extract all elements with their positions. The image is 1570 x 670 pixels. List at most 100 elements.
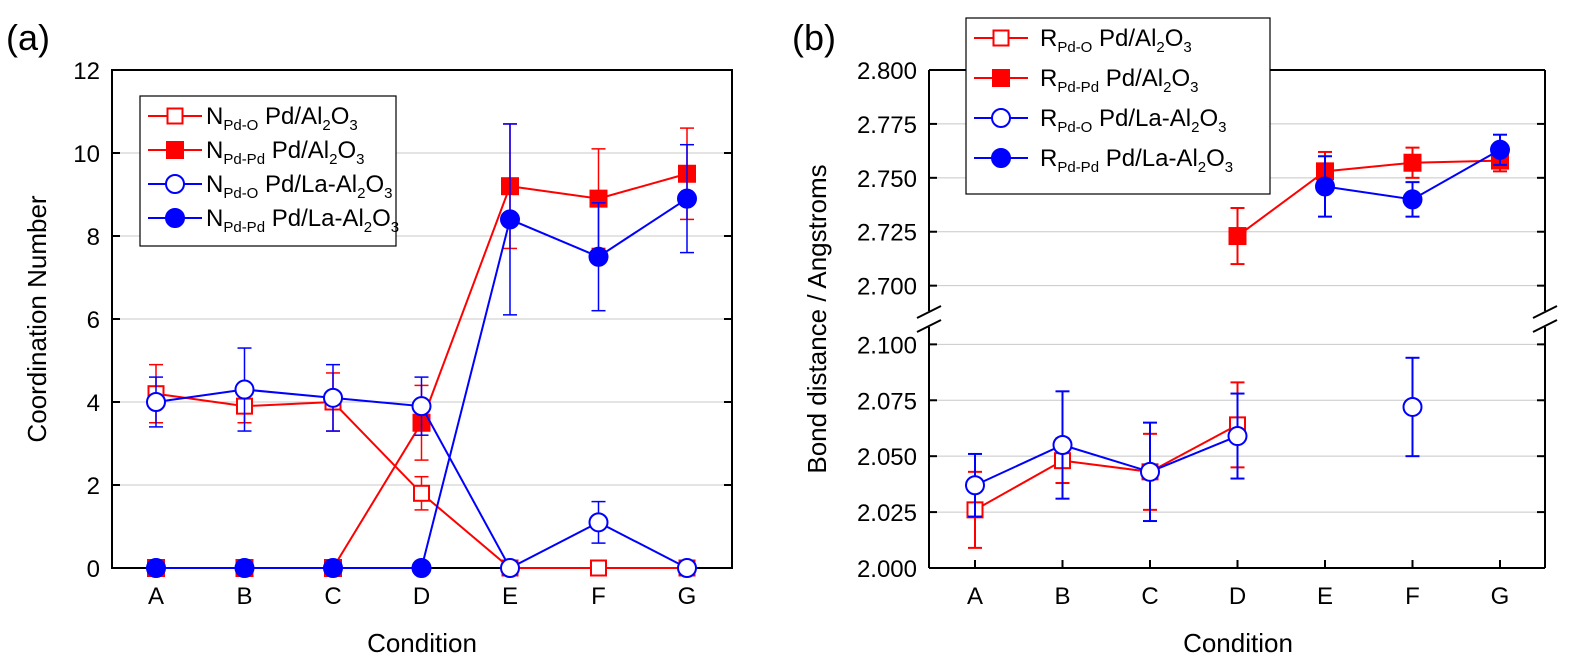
y-tick-label: 2.025 <box>857 500 917 527</box>
x-tick-label: D <box>413 583 430 610</box>
y-tick-label: 2.775 <box>857 112 917 139</box>
legend-sub: Pd-Pd <box>1057 79 1099 96</box>
y-tick-label: 2.050 <box>857 444 917 471</box>
series-line <box>974 435 1238 487</box>
legend-name: N <box>206 137 223 164</box>
legend-material: Pd/Al <box>1106 65 1163 92</box>
data-point <box>323 387 343 408</box>
legend-entry-2: NPd-Pd Pd/Al2O3 <box>206 137 364 168</box>
legend-entry-3: NPd-O Pd/La-Al2O3 <box>206 171 392 202</box>
data-point <box>411 558 432 578</box>
legend-material: Pd/Al <box>272 137 329 164</box>
legend-space <box>1092 105 1099 132</box>
legend-material: Pd/Al <box>265 103 322 130</box>
legend-entry-2: RPd-Pd Pd/Al2O3 <box>1040 65 1198 96</box>
legend-entry-1: RPd-O Pd/Al2O3 <box>1040 25 1192 56</box>
legend-mat_tail: O <box>1165 25 1184 52</box>
y-tick-label: 6 <box>87 307 100 334</box>
legend-mat_sub2: 3 <box>1183 39 1191 56</box>
panel-label: (b) <box>792 17 836 58</box>
legend-mat_sub: 2 <box>322 117 330 134</box>
axis-break-mark <box>1532 319 1558 333</box>
axis-break-mark <box>1532 305 1558 319</box>
data-point <box>965 475 985 496</box>
y-tick-label: 2.000 <box>857 556 917 583</box>
y-axis-title: Bond distance / Angstroms <box>802 164 832 473</box>
legend-mat_sub2: 3 <box>349 117 357 134</box>
y-tick-label: 8 <box>87 224 100 251</box>
x-tick-label: C <box>324 583 341 610</box>
legend-mat_sub: 2 <box>1191 119 1199 136</box>
data-point <box>1402 396 1423 417</box>
y-axis-title: Coordination Number <box>22 195 52 442</box>
x-tick-label: A <box>148 583 164 610</box>
legend-mat_sub: 2 <box>364 219 372 236</box>
legend-mat_tail: O <box>331 103 350 130</box>
legend-box <box>965 17 1271 195</box>
legend-marker <box>165 208 185 228</box>
series-2 <box>1228 146 1509 266</box>
axis-break-mark <box>916 319 942 333</box>
axis-break-gap <box>1531 313 1559 325</box>
legend-mat_sub2: 3 <box>1218 119 1226 136</box>
data-point <box>677 558 697 578</box>
data-point <box>1402 189 1423 210</box>
y-tick-label: 2 <box>87 473 100 500</box>
legend-marker <box>166 141 184 159</box>
x-tick-label: G <box>678 583 697 610</box>
legend-name: R <box>1040 145 1057 172</box>
data-point <box>588 512 609 533</box>
legend-mat_sub2: 3 <box>1190 79 1198 96</box>
x-tick-label: E <box>1317 583 1333 610</box>
x-tick-label: D <box>1229 583 1246 610</box>
data-point <box>590 559 607 577</box>
legend-space <box>1099 145 1106 172</box>
x-tick-label: E <box>502 583 518 610</box>
panel-b-bond-distance: 2.700 2.725 2.750 2.775 2.800 2.000 2.025 2.050… <box>792 17 1559 658</box>
data-point <box>588 246 609 267</box>
legend-entry-4: NPd-Pd Pd/La-Al2O3 <box>206 205 399 236</box>
data-point <box>500 558 520 578</box>
data-point <box>1315 176 1335 197</box>
legend-sub: Pd-O <box>223 117 258 134</box>
legend-space <box>1092 25 1099 52</box>
x-tick-label: F <box>1405 583 1420 610</box>
legend-marker <box>991 108 1011 128</box>
legend-mat_sub: 2 <box>329 151 337 168</box>
y-tick-label: 2.700 <box>857 274 917 301</box>
data-point <box>323 558 343 578</box>
data-point <box>1403 153 1422 172</box>
data-point <box>234 558 255 578</box>
data-point <box>411 396 432 417</box>
panel-label: (a) <box>6 17 50 58</box>
legend-sub: Pd-Pd <box>223 151 265 168</box>
legend-space <box>258 171 265 198</box>
axis-break-gap <box>915 313 943 325</box>
data-point <box>1490 139 1510 160</box>
legend-mat_sub2: 3 <box>356 151 364 168</box>
data-point <box>500 209 520 230</box>
legend-material: Pd/La-Al <box>265 171 357 198</box>
legend-marker <box>991 148 1011 168</box>
data-point <box>1140 461 1160 482</box>
legend-space <box>265 137 272 164</box>
legend-material: Pd/La-Al <box>272 205 364 232</box>
legend-mat_sub: 2 <box>1163 79 1171 96</box>
legend-mat_tail: O <box>1199 105 1218 132</box>
y-tick-label: 4 <box>87 390 100 417</box>
series-4 <box>146 123 697 578</box>
series-4 <box>1315 133 1510 218</box>
legend-name: R <box>1040 105 1057 132</box>
x-tick-label: A <box>967 583 983 610</box>
y-tick-label: 2.100 <box>857 332 917 359</box>
legend-mat_tail: O <box>1171 65 1190 92</box>
series-3 <box>146 347 697 578</box>
legend-mat_sub: 2 <box>1156 39 1164 56</box>
legend-mat_sub: 2 <box>357 185 365 202</box>
legend-mat_tail: O <box>337 137 356 164</box>
y-tick-label: 2.800 <box>857 58 917 85</box>
y-tick-label: 10 <box>73 141 100 168</box>
legend-name: N <box>206 103 223 130</box>
legend-marker <box>166 107 184 125</box>
